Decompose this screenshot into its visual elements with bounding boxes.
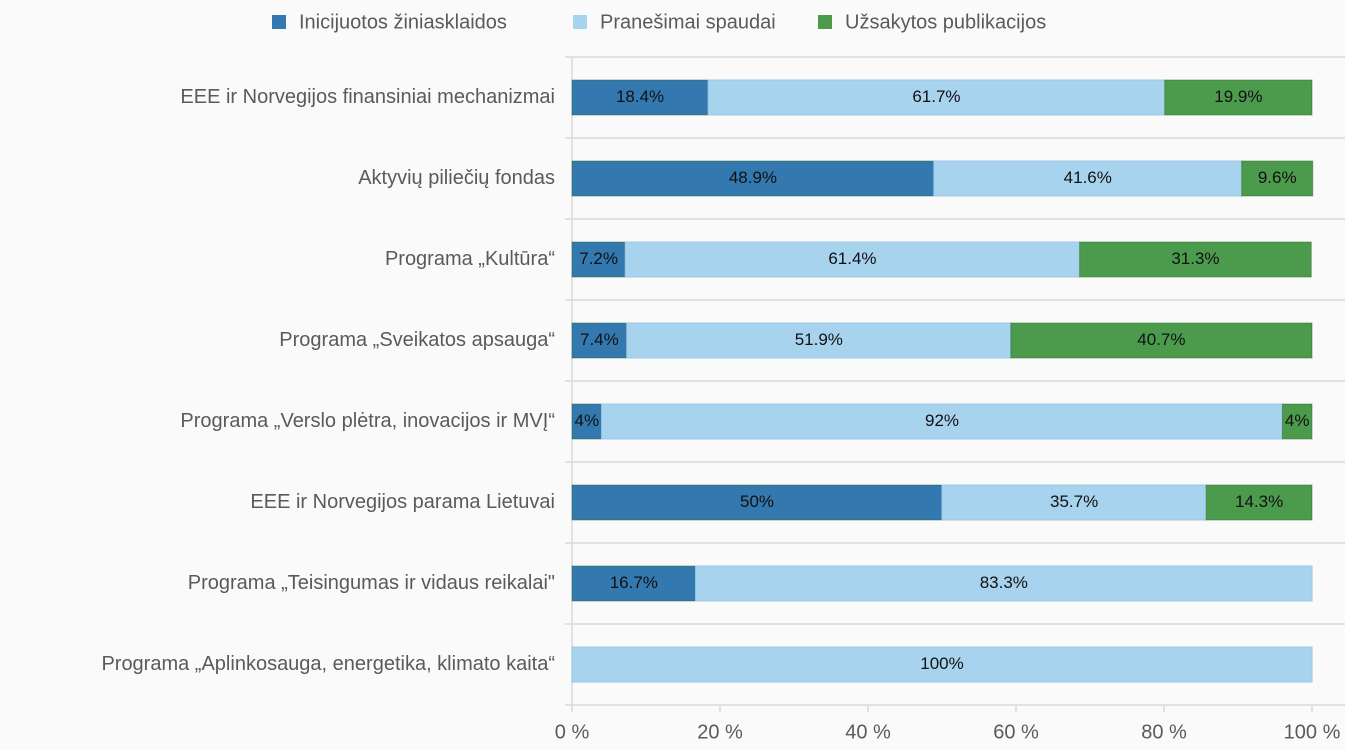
bar-segment [1010,322,1313,359]
bar-segment [571,79,709,116]
y-tick-label: Programa „Sveikatos apsauga“ [279,329,555,351]
legend-swatch [573,15,587,29]
data-label: 19.9% [1214,87,1262,106]
bar-segment [1205,484,1313,521]
x-tick-label: 40 % [845,721,891,743]
y-tick-label: Programa „Kultūra“ [385,248,555,270]
y-tick-label: Programa „Teisingumas ir vidaus reikalai… [188,572,555,594]
bar-segment [1079,241,1312,278]
bar-segment [695,565,1313,602]
data-label: 31.3% [1171,249,1219,268]
x-tick-label: 0 % [555,721,590,743]
data-label: 61.4% [828,249,876,268]
bar-segment [601,403,1283,440]
data-label: 4% [1285,411,1310,430]
data-label: 40.7% [1137,330,1185,349]
legend-swatch [818,15,832,29]
legend-label: Užsakytos publikacijos [845,11,1046,33]
bar-segment [571,565,697,602]
data-label: 18.4% [616,87,664,106]
bar-segment [571,322,628,359]
y-tick-label: EEE ir Norvegijos parama Lietuvai [250,491,555,513]
bar-segment [571,160,935,197]
data-label: 14.3% [1235,492,1283,511]
bar-segment [1281,403,1313,440]
bar-segment [626,322,1012,359]
legend-swatch [272,15,286,29]
data-label: 7.4% [580,330,619,349]
data-label: 41.6% [1064,168,1112,187]
bar-segment [571,403,603,440]
bar-segment [624,241,1081,278]
y-tick-label: Programa „Verslo plėtra, inovacijos ir M… [180,410,555,432]
bar-segment [571,484,943,521]
bar-segment [1164,79,1313,116]
x-tick-label: 80 % [1141,721,1187,743]
x-tick-label: 100 % [1284,721,1341,743]
bar-segment [1241,160,1314,197]
data-label: 9.6% [1258,168,1297,187]
bar-segment [933,160,1243,197]
data-label: 7.2% [579,249,618,268]
bar-segment [707,79,1166,116]
bar-segment [941,484,1207,521]
data-label: 48.9% [729,168,777,187]
data-label: 50% [740,492,774,511]
data-label: 61.7% [912,87,960,106]
data-label: 92% [925,411,959,430]
data-label: 35.7% [1050,492,1098,511]
data-label: 51.9% [795,330,843,349]
y-tick-label: EEE ir Norvegijos finansiniai mechanizma… [180,86,555,108]
x-tick-label: 20 % [697,721,743,743]
y-tick-label: Programa „Aplinkosauga, energetika, klim… [101,653,555,675]
bar-segment [571,241,626,278]
data-label: 83.3% [980,573,1028,592]
data-label: 4% [575,411,600,430]
x-tick-label: 60 % [993,721,1039,743]
data-label: 16.7% [610,573,658,592]
y-tick-label: Aktyvių piliečių fondas [358,167,555,189]
data-label: 100% [920,654,963,673]
legend-label: Inicijuotos žiniasklaidos [299,11,507,33]
bar-segment [571,646,1313,683]
legend-label: Pranešimai spaudai [600,11,776,33]
